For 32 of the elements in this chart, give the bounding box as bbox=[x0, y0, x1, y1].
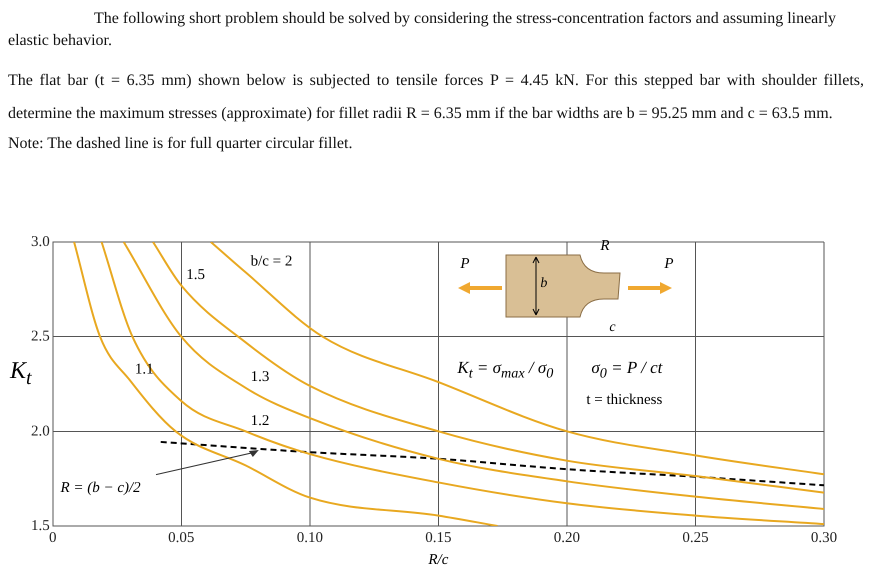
annotation: c bbox=[609, 320, 616, 336]
series-label: 1.2 bbox=[250, 412, 270, 429]
annotation: σ$_{0}$ = P / ct bbox=[588, 358, 666, 382]
annotation: t = thickness bbox=[586, 392, 662, 409]
y-tick-label: 1.5 bbox=[31, 518, 50, 534]
annotation: P bbox=[460, 256, 470, 273]
line-series bbox=[210, 242, 824, 476]
y-tick-label: 2.0 bbox=[31, 423, 50, 440]
chart-title: The following short problem should be solved by considering the stress-concentration factors and assuming linearly elastic behavior. bbox=[8, 9, 838, 51]
annotation: R bbox=[600, 238, 610, 255]
annotation: K$_{t}$ = σ$_{max}$ / σ$_{0}$ bbox=[454, 358, 556, 382]
x-tick-label: 0.25 bbox=[682, 530, 709, 546]
x-tick-label: 0.20 bbox=[554, 530, 580, 546]
x-tick-label: 0.30 bbox=[810, 530, 838, 546]
annotation: P bbox=[664, 256, 674, 273]
x-axis-title: R/c bbox=[427, 552, 450, 569]
series-label: 1.5 bbox=[186, 266, 206, 283]
y-tick-label: 2.5 bbox=[31, 328, 50, 345]
y-axis-title: K$_{t}$ bbox=[10, 358, 32, 390]
x-tick-label: 0.05 bbox=[168, 530, 194, 546]
series-label: b/c = 2 bbox=[250, 254, 292, 270]
series-label: 1.3 bbox=[250, 369, 270, 386]
text: R = (b − c)/2 bbox=[60, 480, 141, 498]
x-tick-label: 0 bbox=[49, 530, 56, 546]
chart-subtitle: The flat bar (t = 6.35 mm) shown below is subjected to tensile forces P = 4.45 kN. For this stepped bar with shoulder fillets, determine the maximum stresses (approximate) for fillet radii R = 6.35 mm if the bar widths are b = 95.25 mm and c = 63.5 mm. bbox=[8, 71, 864, 124]
series-label: 1.1 bbox=[134, 362, 154, 378]
text: Note: The dashed line is for full quarter circular fillet. bbox=[8, 134, 354, 154]
x-tick-label: 0.15 bbox=[425, 530, 452, 546]
line-series bbox=[160, 440, 824, 486]
annotation: b bbox=[540, 276, 548, 292]
x-tick-label: 0.10 bbox=[296, 530, 323, 546]
y-tick-label: 3.0 bbox=[31, 234, 50, 250]
